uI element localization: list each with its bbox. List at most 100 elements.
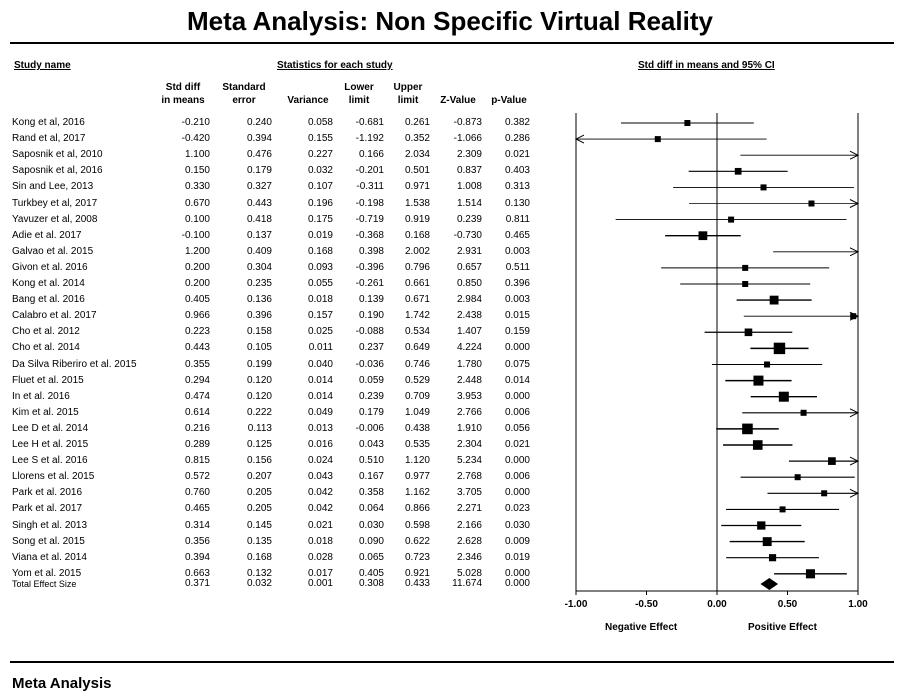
cell-upper: 0.501 — [404, 165, 430, 177]
cell-upper: 0.971 — [404, 181, 430, 193]
cell-lower: 0.308 — [358, 578, 384, 589]
effect-marker — [805, 569, 816, 579]
cell-p: 0.009 — [504, 535, 530, 547]
cell-upper: 0.534 — [404, 326, 430, 338]
cell-p: 0.021 — [504, 149, 530, 161]
cell-se: 0.205 — [246, 503, 272, 515]
cell-var: 0.021 — [307, 519, 333, 531]
cell-se: 0.105 — [246, 342, 272, 354]
column-header: Z-Value — [440, 95, 476, 106]
cell-upper: 0.622 — [404, 535, 430, 547]
cell-se: 0.120 — [246, 374, 272, 386]
cell-p: 0.000 — [504, 455, 530, 467]
cell-z: 2.448 — [456, 374, 482, 386]
cell-se: 0.476 — [246, 149, 272, 161]
study-name: Yavuzer et al, 2008 — [12, 213, 98, 225]
cell-var: 0.016 — [307, 439, 333, 450]
cell-smd: 0.443 — [184, 342, 210, 354]
cell-lower: 0.510 — [358, 455, 384, 467]
cell-p: 0.056 — [504, 422, 530, 434]
study-name: In et al. 2016 — [12, 390, 70, 402]
cell-se: 0.113 — [247, 422, 272, 434]
cell-lower: -1.192 — [355, 133, 384, 145]
cell-smd: 0.614 — [184, 406, 210, 418]
cell-z: 2.166 — [456, 519, 482, 531]
cell-p: 0.003 — [504, 245, 530, 257]
cell-p: 0.000 — [504, 390, 530, 402]
effect-marker — [769, 295, 779, 305]
cell-lower: -0.311 — [356, 181, 384, 193]
cell-p: 0.021 — [504, 439, 530, 450]
cell-var: 0.196 — [307, 197, 333, 209]
cell-smd: 0.100 — [184, 213, 210, 225]
cell-z: -0.730 — [453, 229, 482, 241]
cell-z: 0.837 — [456, 165, 482, 177]
cell-p: 0.286 — [504, 133, 530, 145]
study-name: Kong et al. 2014 — [12, 278, 85, 289]
study-name: Lee H et al. 2015 — [12, 439, 89, 450]
effect-marker — [760, 184, 767, 191]
cell-smd: 0.289 — [184, 439, 210, 450]
study-name-header: Study name — [14, 60, 71, 71]
cell-smd: 0.200 — [184, 278, 210, 289]
cell-z: 5.234 — [456, 455, 482, 467]
cell-smd: 0.355 — [184, 358, 210, 370]
study-name: Lee D et al. 2014 — [12, 422, 89, 434]
cell-z: 2.984 — [456, 294, 482, 306]
cell-lower: 0.139 — [358, 294, 384, 306]
effect-marker — [808, 200, 815, 207]
cell-upper: 0.168 — [404, 229, 430, 241]
cell-var: 0.028 — [307, 551, 333, 563]
cell-lower: 0.237 — [358, 342, 384, 354]
cell-lower: 0.405 — [358, 567, 384, 579]
negative-effect-label: Negative Effect — [605, 622, 678, 633]
plot-header: Std diff in means and 95% CI — [638, 60, 775, 71]
cell-lower: 0.064 — [358, 503, 384, 515]
cell-se: 0.125 — [246, 439, 272, 450]
effect-marker — [828, 457, 836, 465]
positive-effect-label: Positive Effect — [748, 622, 817, 633]
cell-z: 1.910 — [456, 422, 482, 434]
study-name: Saposnik et al, 2016 — [12, 165, 103, 177]
cell-lower: -0.201 — [355, 165, 384, 177]
cell-se: 0.032 — [246, 578, 272, 589]
summary-diamond — [760, 578, 779, 590]
cell-p: 0.000 — [504, 342, 530, 354]
cell-var: 0.013 — [307, 422, 333, 434]
cell-z: 1.407 — [456, 326, 482, 338]
cell-var: 0.001 — [307, 578, 333, 589]
cell-se: 0.145 — [246, 519, 272, 531]
cell-smd: 0.572 — [184, 471, 210, 483]
ci-arrow — [849, 456, 860, 466]
cell-z: 0.657 — [456, 261, 482, 273]
cell-p: 0.811 — [505, 213, 530, 225]
cell-z: 2.346 — [456, 551, 482, 563]
cell-upper: 0.598 — [404, 519, 430, 531]
column-header: Lower limit — [344, 82, 374, 106]
cell-var: 0.014 — [307, 390, 333, 402]
effect-marker — [773, 342, 786, 355]
cell-se: 0.179 — [246, 165, 272, 177]
cell-z: 3.705 — [456, 487, 482, 499]
cell-upper: 1.538 — [404, 197, 430, 209]
cell-smd: 0.314 — [184, 519, 210, 531]
study-name: Kong et al, 2016 — [12, 117, 85, 128]
study-name: Turkbey et al, 2017 — [12, 197, 98, 209]
study-name: Adie et al. 2017 — [12, 229, 82, 241]
study-name: Kim et al. 2015 — [12, 406, 79, 418]
cell-upper: 0.529 — [404, 374, 430, 386]
cell-se: 0.135 — [246, 535, 272, 547]
bottom-rule — [10, 661, 894, 663]
cell-var: 0.093 — [307, 261, 333, 273]
cell-var: 0.018 — [307, 294, 333, 306]
cell-p: 0.014 — [504, 374, 530, 386]
ci-arrow — [574, 134, 585, 144]
cell-var: 0.018 — [307, 535, 333, 547]
cell-se: 0.327 — [246, 181, 272, 193]
cell-se: 0.132 — [246, 567, 272, 579]
cell-lower: -0.368 — [355, 229, 384, 241]
effect-marker — [742, 281, 749, 287]
ci-arrow — [849, 408, 860, 418]
cell-smd: 0.670 — [184, 197, 210, 209]
cell-upper: 1.742 — [404, 310, 430, 322]
